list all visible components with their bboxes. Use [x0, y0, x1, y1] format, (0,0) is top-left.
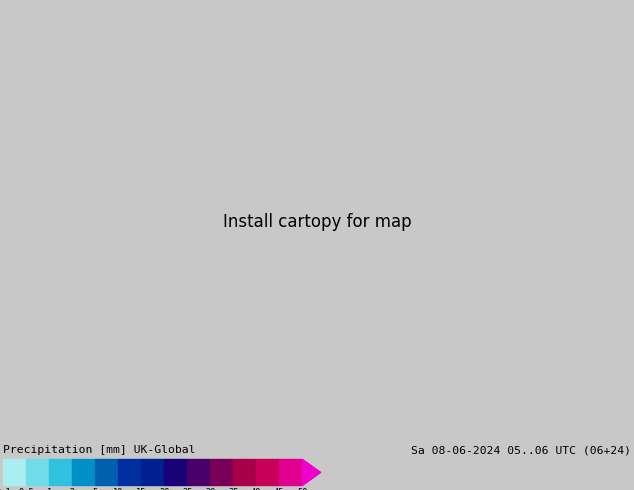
- Polygon shape: [302, 459, 321, 486]
- Text: 30: 30: [205, 488, 216, 490]
- Text: 20: 20: [159, 488, 169, 490]
- Text: 0.1: 0.1: [0, 488, 11, 490]
- Bar: [72, 459, 95, 486]
- Text: 15: 15: [136, 488, 146, 490]
- Text: 2: 2: [70, 488, 75, 490]
- Bar: [233, 459, 256, 486]
- Text: 0.5: 0.5: [18, 488, 34, 490]
- Text: 25: 25: [182, 488, 193, 490]
- Bar: [164, 459, 187, 486]
- Bar: [280, 459, 302, 486]
- Text: Sa 08-06-2024 05..06 UTC (06+24): Sa 08-06-2024 05..06 UTC (06+24): [411, 445, 631, 455]
- Text: Install cartopy for map: Install cartopy for map: [223, 214, 411, 231]
- Bar: [49, 459, 72, 486]
- Text: 45: 45: [274, 488, 285, 490]
- Bar: [187, 459, 210, 486]
- Bar: [3, 459, 26, 486]
- Text: 35: 35: [228, 488, 238, 490]
- Text: 50: 50: [297, 488, 307, 490]
- Bar: [210, 459, 233, 486]
- Text: 1: 1: [46, 488, 52, 490]
- Bar: [95, 459, 118, 486]
- Text: 5: 5: [93, 488, 98, 490]
- Bar: [118, 459, 141, 486]
- Bar: [256, 459, 280, 486]
- Text: 10: 10: [113, 488, 124, 490]
- Bar: [141, 459, 164, 486]
- Text: Precipitation [mm] UK-Global: Precipitation [mm] UK-Global: [3, 445, 196, 455]
- Bar: [26, 459, 49, 486]
- Text: 40: 40: [251, 488, 262, 490]
